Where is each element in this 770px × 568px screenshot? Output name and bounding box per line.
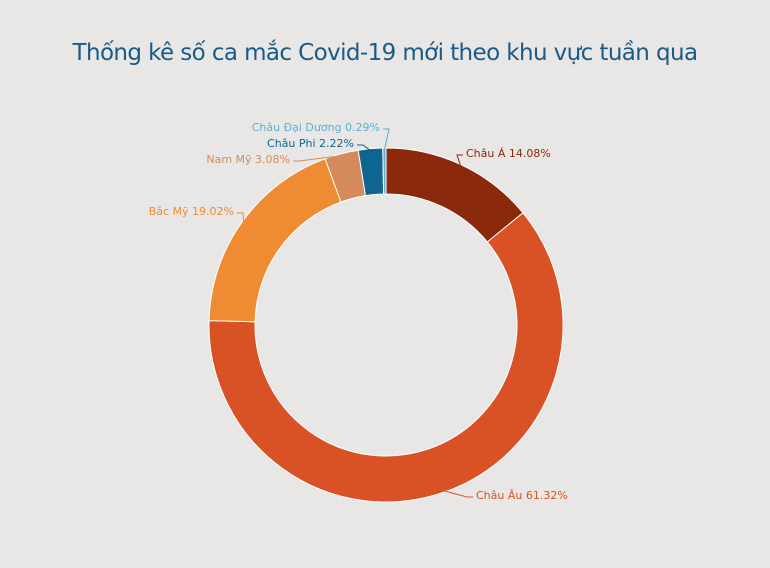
slice-label: Châu Á 14.08% (466, 147, 551, 160)
leader-line (442, 490, 473, 498)
leader-lines-group (237, 128, 473, 498)
leader-line (456, 154, 463, 167)
slices-group (208, 147, 564, 503)
pie-slice (208, 158, 342, 323)
leader-line (237, 212, 245, 224)
chart-title: Thống kê số ca mắc Covid-19 mới theo khu… (72, 40, 699, 66)
slice-label: Châu Âu 61.32% (476, 489, 568, 502)
slice-label: Nam Mỹ 3.08% (206, 153, 290, 166)
pie-slice (382, 147, 387, 195)
pie-slice (385, 147, 524, 243)
leader-line (357, 144, 371, 152)
pie-slice (208, 212, 564, 503)
slice-label: Bắc Mỹ 19.02% (149, 205, 234, 218)
leader-line (293, 155, 343, 162)
slice-label: Châu Phi 2.22% (267, 137, 354, 150)
labels-group: Châu Á 14.08% Châu Âu 61.32% Bắc Mỹ 19.02%… (149, 121, 568, 502)
slice-label: Châu Đại Dương 0.29% (252, 121, 380, 134)
leader-line (383, 128, 390, 151)
